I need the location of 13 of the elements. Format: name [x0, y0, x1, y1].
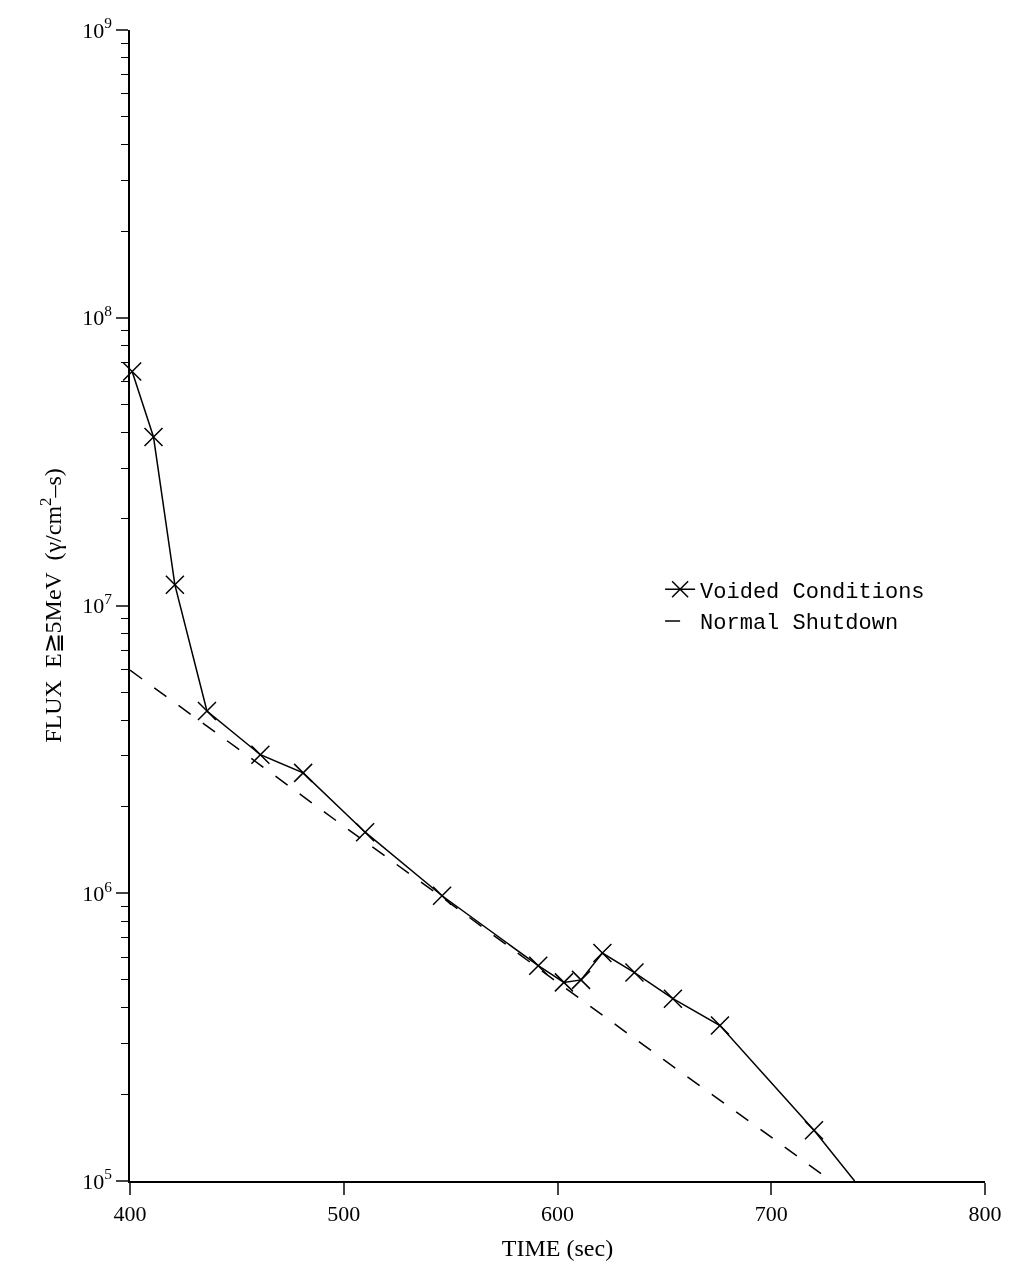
x-tick-label: 500: [327, 1201, 361, 1227]
x-tick-label: 600: [541, 1201, 574, 1227]
y-tick-label: 10$^{8}$: [82, 302, 113, 331]
y-tick-label: 10$^{6}$: [82, 877, 113, 906]
y-tick-label: 10$^{5}$: [82, 1165, 113, 1194]
x-tick-label: 400: [113, 1201, 147, 1227]
legend-label: Voided Conditions: [700, 579, 925, 605]
y-tick-label: 10$^{7}$: [82, 589, 113, 619]
x-axis-title: TIME (sec): [501, 1234, 614, 1261]
x-tick-label: 800: [968, 1201, 1002, 1227]
legend-label: Normal Shutdown: [700, 611, 899, 637]
y-tick-label: 10$^{9}$: [82, 14, 113, 43]
x-tick-label: 700: [754, 1201, 788, 1227]
